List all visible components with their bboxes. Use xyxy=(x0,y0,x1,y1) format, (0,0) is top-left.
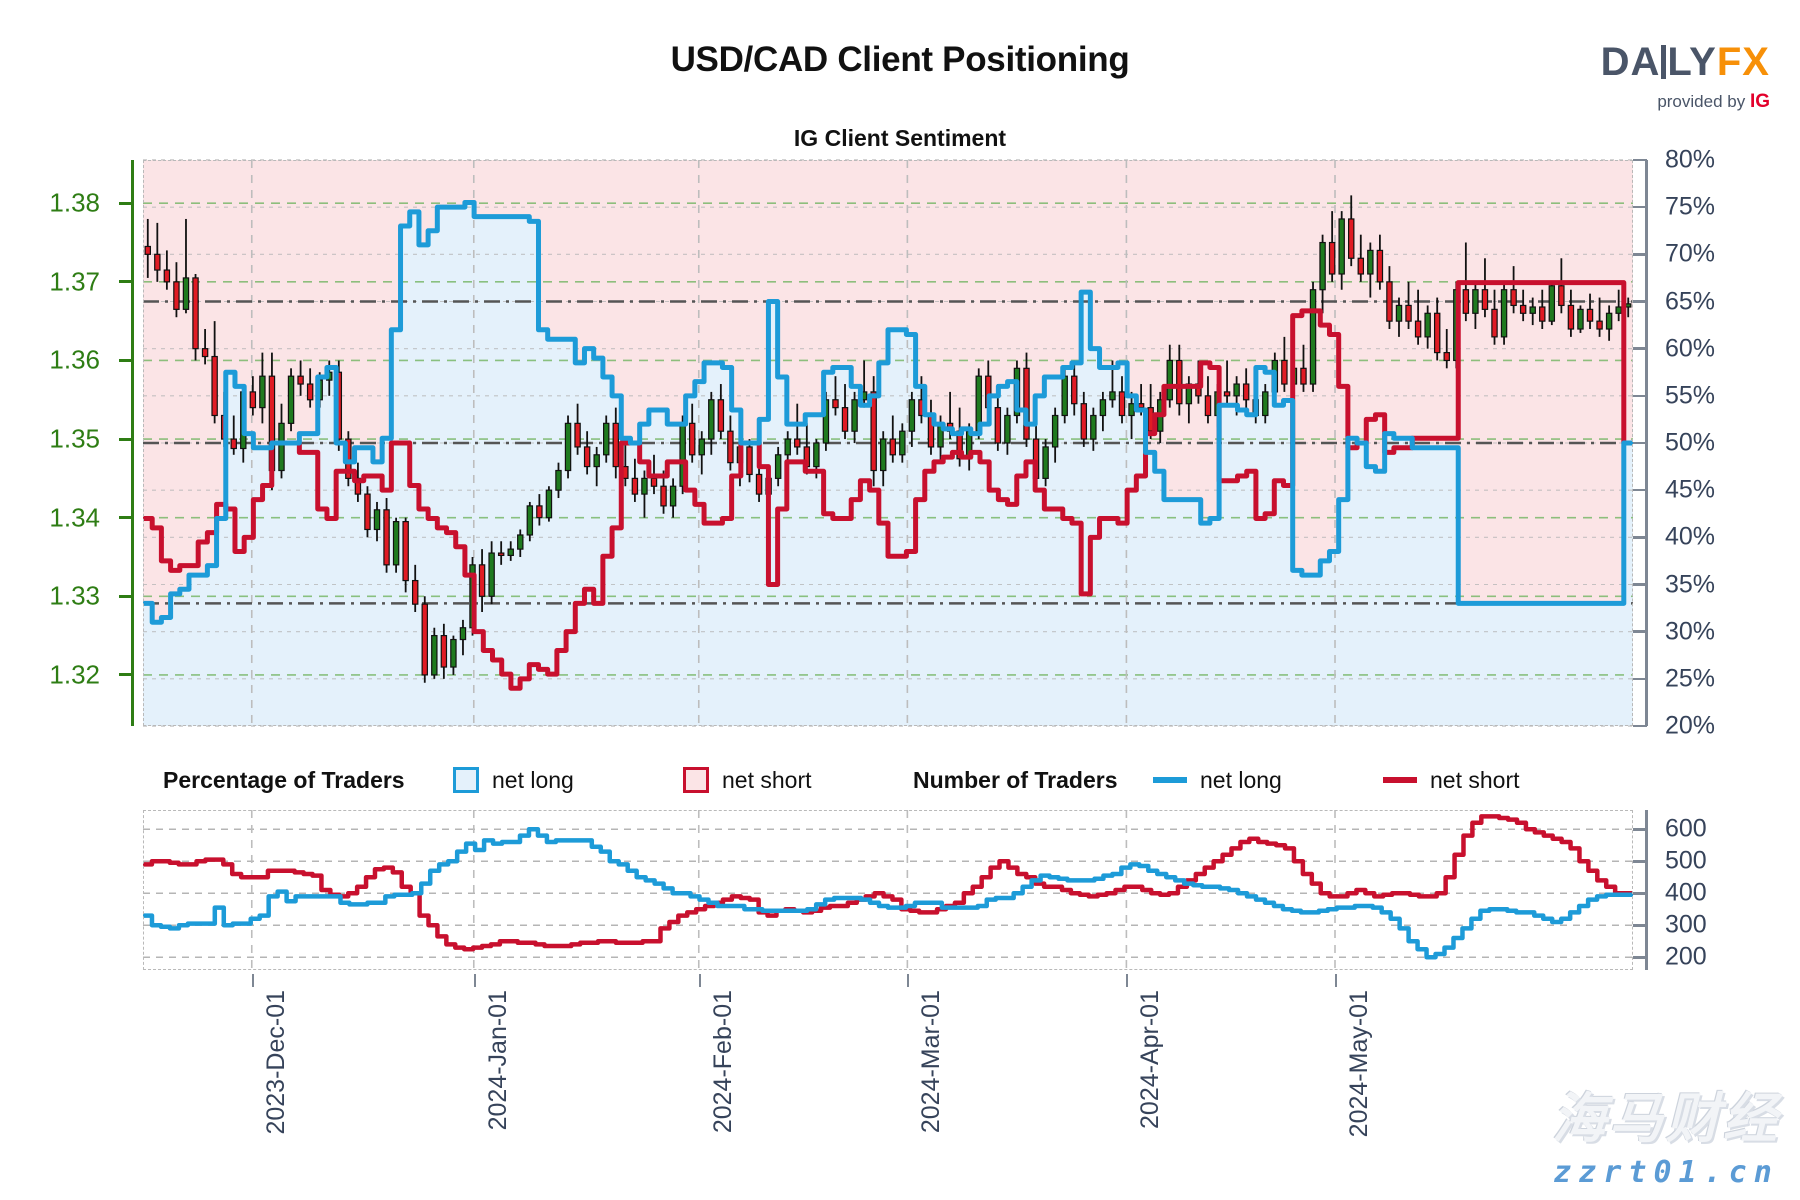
percentage-tick xyxy=(1633,677,1647,681)
price-tick-label: 1.34 xyxy=(49,502,100,533)
legend-pct-net-short[interactable]: net short xyxy=(683,767,913,794)
percentage-tick-label: 55% xyxy=(1665,381,1716,410)
percentage-tick-label: 25% xyxy=(1665,664,1716,693)
number-of-traders-chart xyxy=(143,810,1633,970)
percentage-tick xyxy=(1633,441,1647,445)
logo-fx-text: FX xyxy=(1716,40,1770,84)
date-tick-label: 2024-Jan-01 xyxy=(483,990,512,1131)
traders-tick-label: 500 xyxy=(1665,846,1707,875)
legend-num-net-short-label: net short xyxy=(1430,766,1520,793)
percentage-tick-label: 65% xyxy=(1665,287,1716,315)
watermark-text: 海马财经 xyxy=(1552,1087,1780,1150)
percentage-tick-label: 60% xyxy=(1665,334,1716,363)
traders-tick xyxy=(1633,892,1647,895)
date-tick xyxy=(907,974,910,987)
logo-ig-text: IG xyxy=(1749,91,1770,112)
page-title: USD/CAD Client Positioning xyxy=(670,40,1130,79)
percentage-tick-label: 45% xyxy=(1665,475,1716,504)
sub-plot-canvas xyxy=(143,810,1633,970)
logo-daily-text: DA xyxy=(1600,40,1661,84)
price-tick xyxy=(119,437,133,441)
logo-candle-icon xyxy=(1661,45,1667,79)
price-tick-label: 1.35 xyxy=(49,423,100,454)
percentage-tick-label: 40% xyxy=(1665,522,1716,551)
price-tick-label: 1.32 xyxy=(49,659,100,690)
traders-tick-label: 200 xyxy=(1665,942,1707,971)
net-short-line-icon xyxy=(1383,777,1417,783)
percentage-tick-label: 75% xyxy=(1665,192,1716,221)
date-tick-label: 2024-Apr-01 xyxy=(1136,990,1165,1129)
legend-pct-net-short-label: net short xyxy=(722,766,812,793)
traders-count-axis-spine xyxy=(1645,810,1648,970)
watermark: 海马财经 zzrt01.cn xyxy=(1552,1074,1780,1190)
price-tick xyxy=(119,280,133,284)
price-tick xyxy=(119,594,133,598)
percentage-tick-label: 35% xyxy=(1665,570,1716,598)
logo-ly-text: LY xyxy=(1667,40,1717,84)
net-long-swatch-icon xyxy=(453,767,479,793)
price-tick xyxy=(119,201,133,205)
legend-num-net-long[interactable]: net long xyxy=(1153,767,1383,794)
percentage-tick xyxy=(1633,630,1647,633)
date-tick xyxy=(473,974,476,987)
price-tick xyxy=(119,673,133,677)
percentage-tick-label: 20% xyxy=(1665,711,1716,740)
date-tick-label: 2024-Feb-01 xyxy=(708,990,737,1134)
price-tick xyxy=(119,516,133,520)
price-tick xyxy=(119,358,133,362)
price-tick-label: 1.37 xyxy=(49,266,100,297)
percentage-tick-label: 80% xyxy=(1665,145,1716,174)
percentage-tick xyxy=(1633,394,1647,398)
net-long-line-icon xyxy=(1153,777,1187,783)
date-tick xyxy=(1335,974,1337,987)
main-plot-canvas xyxy=(143,159,1633,727)
price-axis-spine xyxy=(131,160,134,726)
traders-tick xyxy=(1633,860,1647,863)
price-tick-label: 1.38 xyxy=(49,187,100,218)
traders-tick-label: 400 xyxy=(1665,878,1707,907)
date-tick-label: 2024-May-01 xyxy=(1345,990,1373,1138)
percentage-tick xyxy=(1633,300,1647,303)
percentage-tick xyxy=(1633,488,1647,492)
traders-tick-label: 600 xyxy=(1665,814,1707,843)
date-tick xyxy=(1126,974,1129,987)
date-tick-label: 2024-Mar-01 xyxy=(917,990,946,1134)
date-tick-label: 2023-Dec-01 xyxy=(261,990,290,1135)
legend-pct-net-long-label: net long xyxy=(492,766,574,793)
traders-tick xyxy=(1633,924,1647,927)
traders-tick xyxy=(1633,956,1647,959)
percentage-tick xyxy=(1633,724,1647,728)
chart-subtitle: IG Client Sentiment xyxy=(793,125,1007,151)
traders-tick xyxy=(1633,828,1647,831)
percentage-tick xyxy=(1633,583,1647,586)
percentage-tick xyxy=(1633,347,1647,350)
legend-number-title: Number of Traders xyxy=(913,766,1118,793)
traders-tick-label: 300 xyxy=(1665,910,1707,939)
dailyfx-logo: DA LYFX provided by IG xyxy=(1601,42,1770,113)
legend-num-net-long-label: net long xyxy=(1200,766,1282,793)
price-sentiment-chart xyxy=(143,159,1633,727)
date-tick xyxy=(251,974,254,987)
chart-legend: Percentage of Traders net long net short… xyxy=(163,760,1643,800)
percentage-tick xyxy=(1633,158,1647,162)
percentage-tick-label: 70% xyxy=(1665,239,1716,268)
watermark-url: zzrt01.cn xyxy=(1553,1155,1779,1190)
percentage-tick xyxy=(1633,205,1647,209)
percentage-tick-label: 50% xyxy=(1665,428,1716,457)
price-tick-label: 1.33 xyxy=(49,580,100,611)
legend-percentage-title: Percentage of Traders xyxy=(163,766,405,793)
legend-num-net-short[interactable]: net short xyxy=(1383,767,1520,794)
net-short-swatch-icon xyxy=(683,767,709,793)
percentage-tick-label: 30% xyxy=(1665,617,1716,646)
percentage-tick xyxy=(1633,536,1647,539)
date-tick xyxy=(698,974,701,987)
percentage-tick xyxy=(1633,253,1647,256)
price-tick-label: 1.36 xyxy=(49,344,100,375)
logo-tagline: provided by xyxy=(1657,92,1746,111)
legend-pct-net-long[interactable]: net long xyxy=(453,767,683,794)
